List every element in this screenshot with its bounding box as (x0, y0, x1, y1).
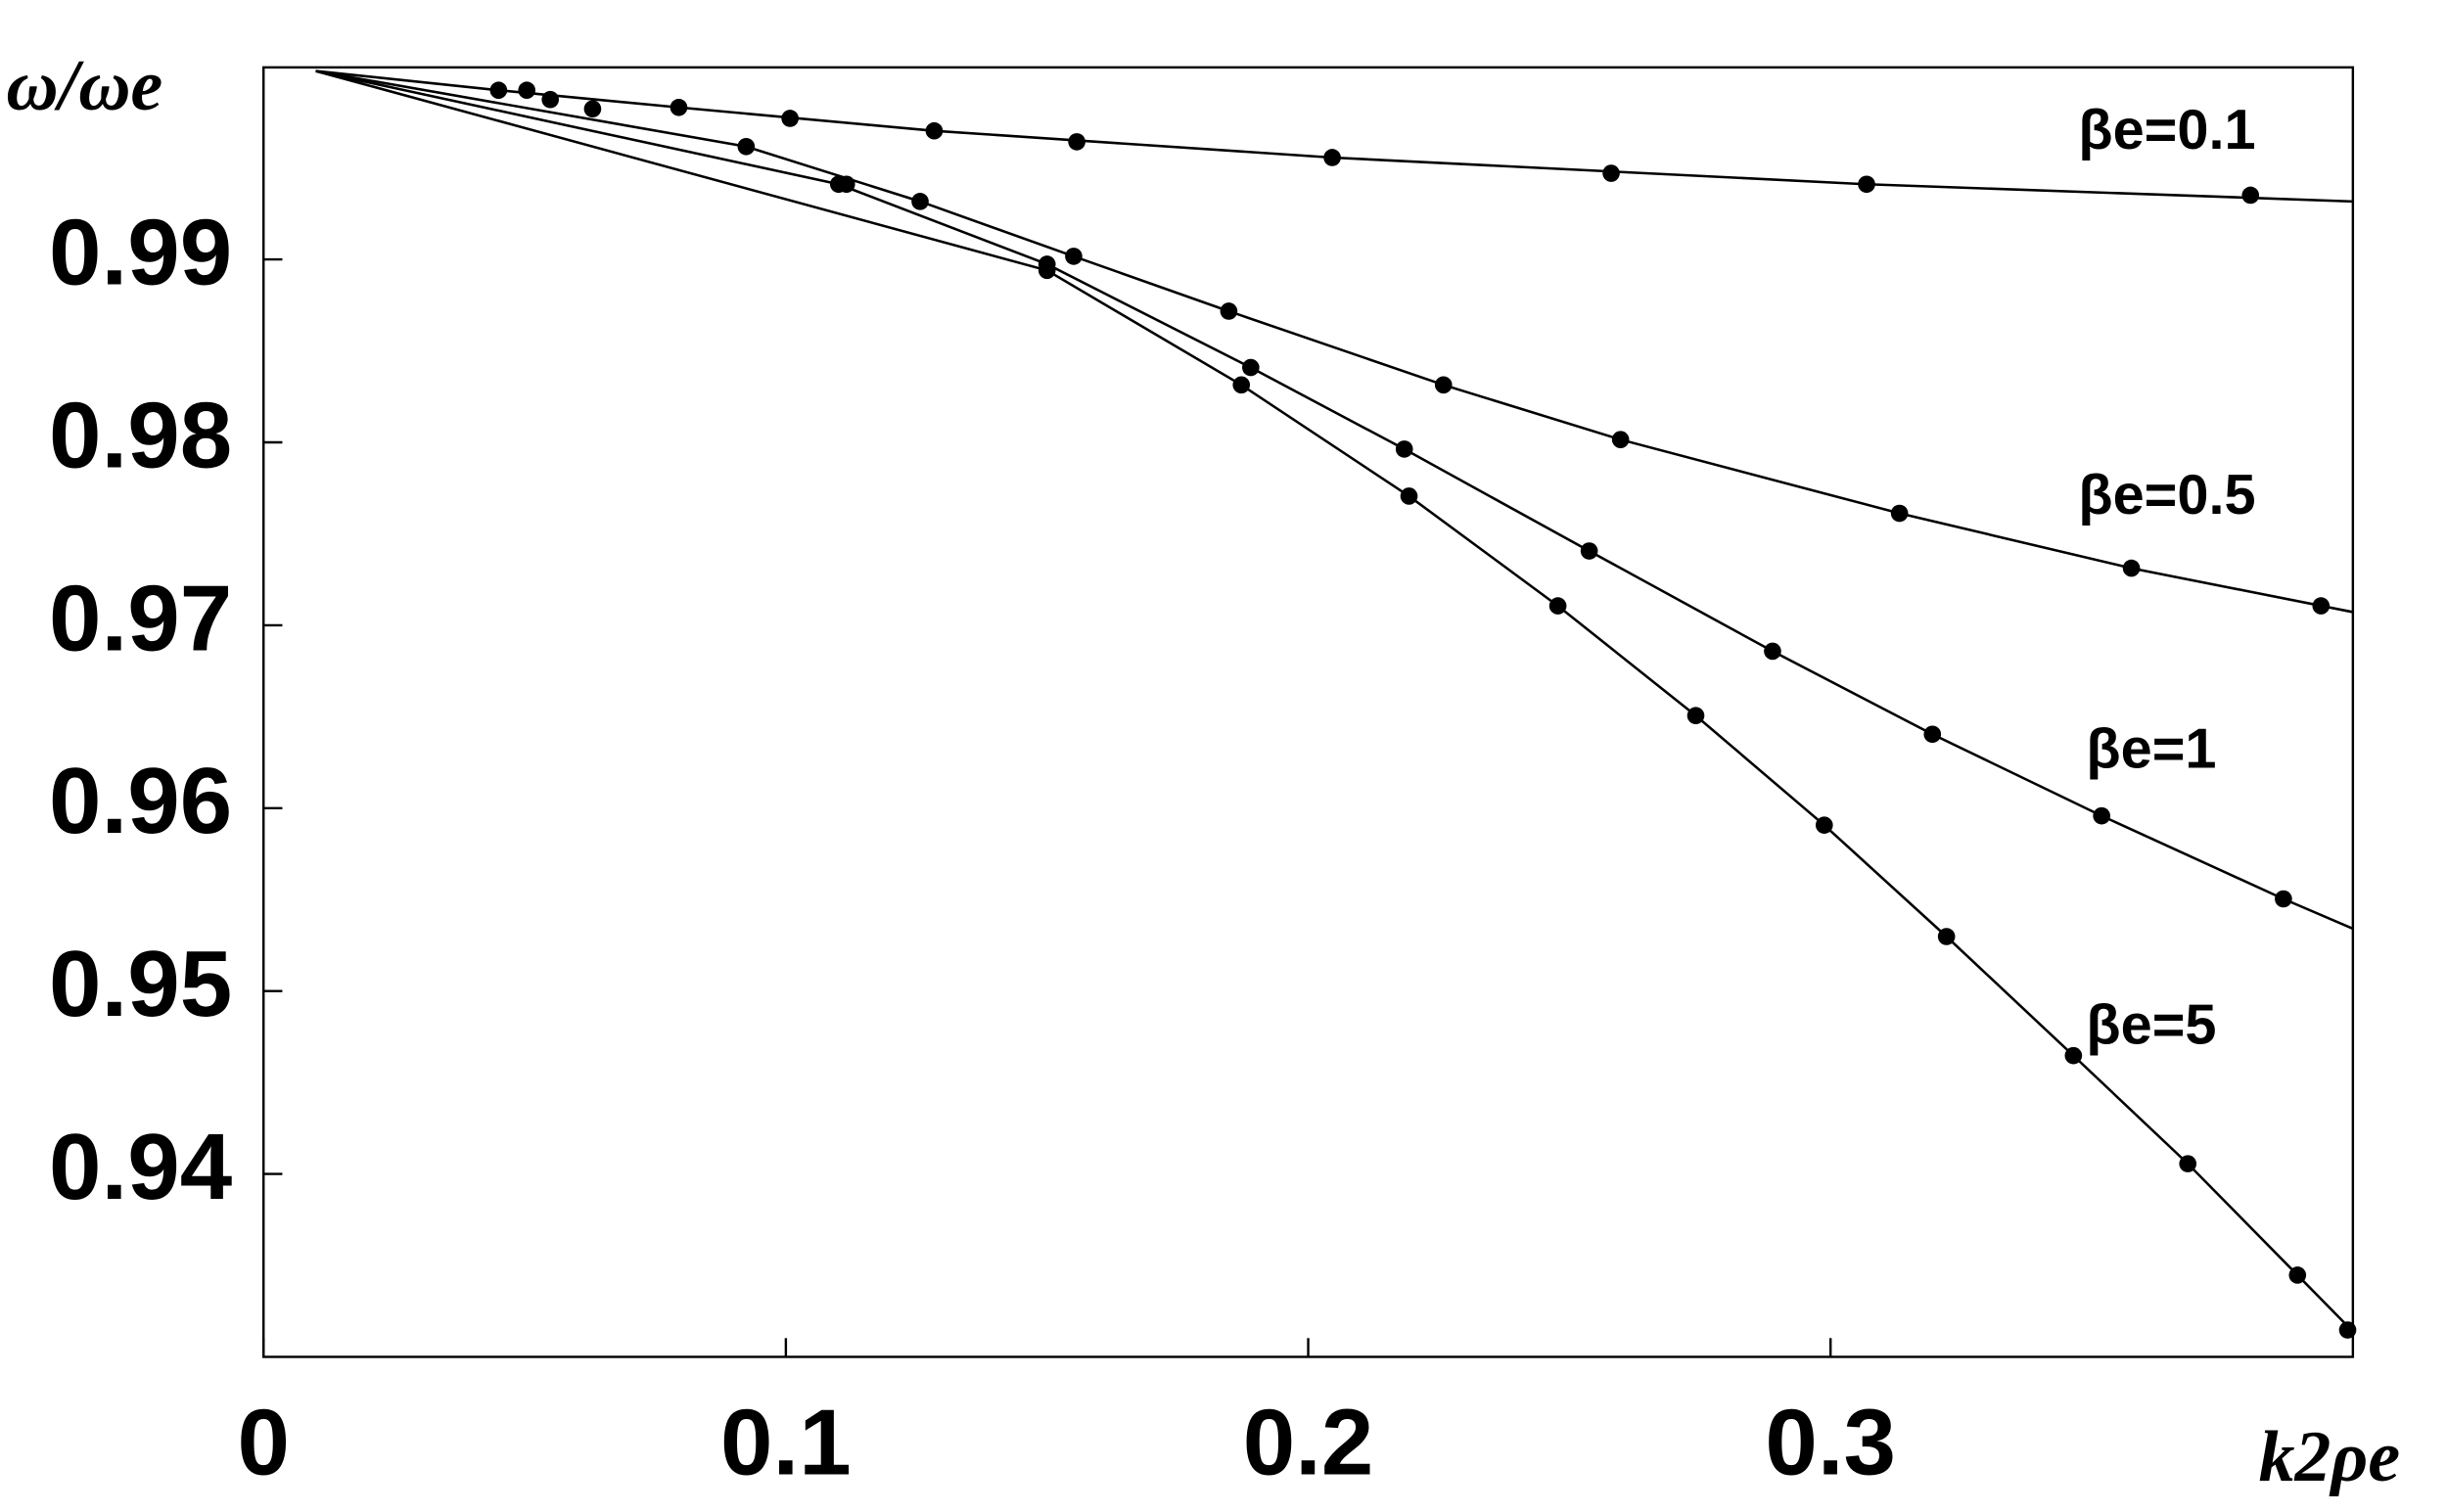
data-point (2122, 559, 2141, 577)
data-point (781, 110, 799, 127)
series-label: βe=0.1 (2078, 99, 2255, 161)
data-point (2275, 890, 2292, 908)
data-point (1068, 133, 1085, 151)
series-label: βe=5 (2086, 993, 2216, 1056)
data-point (1242, 358, 1260, 377)
data-point (2338, 1321, 2357, 1339)
data-point (1764, 642, 1781, 661)
data-point (489, 81, 508, 100)
data-point (911, 193, 929, 210)
data-point (1395, 440, 1413, 458)
data-point (1815, 816, 1833, 834)
series-label: βe=1 (2086, 718, 2216, 781)
x-tick-label: 0.3 (1765, 1390, 1896, 1494)
data-point (1548, 597, 1567, 615)
curve (315, 69, 2354, 614)
curve (315, 69, 2354, 1333)
data-point (541, 90, 560, 109)
x-tick-label: 0.2 (1243, 1390, 1374, 1494)
plot-frame (262, 66, 2355, 1358)
data-point (2064, 1046, 2083, 1065)
data-point (1580, 542, 1598, 560)
y-tick-label: 0.95 (49, 932, 232, 1036)
series-label: βe=0.5 (2078, 464, 2255, 527)
data-point (1923, 725, 1942, 744)
curve (315, 69, 2354, 931)
data-point (1434, 376, 1453, 394)
y-tick-label: 0.97 (49, 566, 232, 670)
data-point (2093, 806, 2110, 825)
data-point (2241, 186, 2260, 205)
data-point (1611, 431, 1630, 448)
y-axis-label: ω/ωe (6, 45, 162, 125)
data-point (1038, 261, 1056, 280)
data-point (925, 121, 944, 140)
data-point (1065, 248, 1083, 265)
y-tick-label: 0.98 (49, 383, 232, 487)
y-tick-label: 0.99 (49, 201, 232, 305)
data-point (1937, 928, 1956, 945)
data-point (518, 81, 536, 100)
data-point (1890, 504, 1909, 523)
data-point (1220, 302, 1238, 320)
data-point (2312, 597, 2331, 615)
data-point (1400, 487, 1418, 505)
data-point (1232, 376, 1251, 394)
data-point (1686, 707, 1705, 725)
data-point (737, 137, 756, 156)
data-point (829, 175, 848, 194)
data-point (1602, 164, 1620, 182)
data-point (1323, 149, 1341, 166)
data-point (2288, 1266, 2307, 1284)
x-axis-label: k2ρe (2259, 1416, 2400, 1496)
data-point (2179, 1155, 2197, 1172)
data-point (1858, 175, 1875, 194)
y-tick-label: 0.96 (49, 749, 232, 853)
data-point (669, 98, 688, 116)
x-tick-label: 0.1 (720, 1390, 852, 1494)
data-point (583, 100, 602, 118)
x-tick-label: 0 (237, 1390, 289, 1494)
y-tick-label: 0.94 (49, 1115, 232, 1219)
